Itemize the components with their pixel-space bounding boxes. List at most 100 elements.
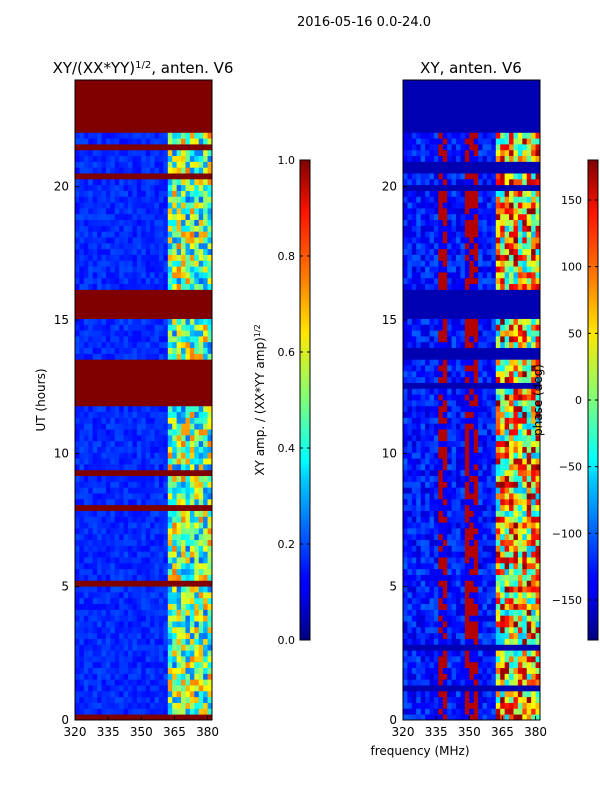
phase-heatmap-cell: [522, 475, 528, 482]
amp-heatmap-cell: [136, 202, 142, 209]
phase-heatmap-cell: [438, 661, 444, 669]
amp-heatmap-cell: [105, 283, 111, 290]
amp-heatmap-cell: [97, 132, 102, 139]
amp-heatmap-cell: [75, 394, 80, 401]
phase-heatmap-row: [403, 679, 541, 686]
phase-heatmap-cell: [447, 673, 453, 680]
amp-heatmap-cell: [114, 231, 120, 238]
phase-heatmap-cell: [411, 667, 417, 674]
amp-heatmap-cell: [172, 359, 178, 366]
phase-heatmap-cell: [460, 597, 466, 605]
amp-heatmap-cell: [128, 254, 133, 261]
amp-heatmap-cell: [181, 394, 186, 401]
phase-heatmap-cell: [517, 673, 523, 680]
phase-heatmap-cell: [482, 469, 488, 477]
amp-heatmap-cell: [198, 423, 204, 430]
amp-heatmap-cell: [207, 429, 213, 436]
amp-heatmap-cell: [172, 318, 178, 325]
phase-heatmap-cell: [469, 632, 475, 639]
amp-heatmap-cell: [181, 609, 186, 616]
phase-heatmap-cell: [486, 592, 492, 599]
amp-heatmap-cell: [185, 580, 191, 587]
phase-heatmap-cell: [411, 574, 417, 581]
amp-heatmap-cell: [194, 411, 200, 418]
amp-heatmap-row: [75, 667, 213, 674]
amp-heatmap-row: [75, 376, 213, 383]
amp-heatmap-cell: [83, 173, 89, 180]
amp-heatmap-cell: [203, 580, 208, 587]
amp-heatmap-cell: [92, 644, 98, 651]
amp-heatmap-cell: [181, 266, 186, 273]
amp-heatmap-row: [75, 696, 213, 703]
amp-heatmap-cell: [92, 289, 98, 296]
amp-heatmap-cell: [132, 568, 138, 575]
amp-heatmap-cell: [163, 621, 169, 628]
amp-heatmap-row: [75, 510, 213, 517]
amp-heatmap-cell: [141, 679, 147, 686]
phase-heatmap-cell: [425, 510, 430, 517]
amp-heatmap-cell: [189, 405, 195, 413]
amp-heatmap-cell: [181, 510, 186, 517]
amp-heatmap-cell: [83, 615, 89, 622]
amp-heatmap-cell: [79, 644, 85, 651]
amp-heatmap-cell: [92, 196, 98, 203]
amp-heatmap-cell: [79, 481, 85, 488]
amp-heatmap-cell: [163, 464, 169, 471]
amp-heatmap-cell: [101, 155, 107, 162]
amp-heatmap-cell: [172, 533, 178, 541]
amp-heatmap-cell: [181, 493, 186, 500]
amp-heatmap-cell: [92, 173, 98, 180]
phase-heatmap-cell: [495, 615, 501, 622]
amp-heatmap-cell: [110, 621, 116, 628]
amp-heatmap-cell: [167, 202, 173, 209]
phase-heatmap-cell: [416, 667, 422, 674]
amp-heatmap-row: [75, 702, 213, 709]
amp-heatmap-cell: [83, 213, 89, 221]
amp-heatmap-cell: [97, 429, 102, 436]
amp-heatmap-cell: [163, 277, 169, 285]
amp-heatmap-cell: [145, 219, 151, 226]
phase-heatmap-cell: [473, 609, 479, 616]
amp-heatmap-cell: [132, 708, 138, 715]
amp-heatmap-cell: [92, 330, 98, 337]
phase-heatmap-cell: [464, 481, 470, 488]
amp-heatmap-cell: [189, 196, 195, 203]
phase-heatmap-cell: [442, 656, 448, 663]
amp-heatmap-cell: [167, 516, 173, 523]
amp-heatmap-cell: [172, 621, 178, 628]
amp-heatmap-cell: [83, 196, 89, 203]
amp-heatmap-cell: [185, 324, 191, 331]
phase-heatmap-cell: [522, 557, 528, 564]
phase-heatmap-cell: [495, 679, 501, 686]
amp-heatmap-cell: [150, 557, 155, 564]
amp-heatmap-cell: [123, 522, 129, 529]
amp-heatmap-cell: [128, 202, 133, 209]
amp-heatmap-cell: [167, 208, 173, 215]
amp-heatmap-cell: [141, 219, 147, 226]
amp-heatmap-cell: [158, 103, 164, 110]
amp-heatmap-cell: [101, 336, 107, 343]
amp-heatmap-cell: [203, 586, 208, 593]
phase-heatmap-cell: [420, 603, 426, 610]
amp-heatmap-cell: [154, 341, 160, 349]
amp-heatmap-cell: [110, 149, 116, 157]
amp-heatmap-cell: [105, 359, 111, 366]
phase-heatmap-cell: [513, 464, 519, 471]
amp-heatmap-cell: [101, 167, 107, 174]
amp-heatmap-cell: [141, 626, 147, 634]
phase-heatmap-cell: [442, 510, 448, 517]
amp-heatmap-cell: [136, 405, 142, 413]
amp-heatmap-cell: [105, 673, 111, 680]
amp-heatmap-cell: [198, 644, 204, 651]
amp-heatmap-cell: [167, 155, 173, 162]
amp-heatmap-cell: [128, 190, 133, 197]
amp-heatmap-row: [75, 336, 213, 343]
amp-heatmap-cell: [158, 242, 164, 250]
amp-heatmap-cell: [185, 481, 191, 488]
amp-heatmap-cell: [203, 359, 208, 366]
phase-heatmap-cell: [451, 464, 457, 471]
amp-heatmap-cell: [207, 702, 213, 709]
amp-heatmap-cell: [136, 306, 142, 314]
phase-heatmap-cell: [433, 498, 439, 506]
amp-heatmap-cell: [176, 434, 182, 442]
